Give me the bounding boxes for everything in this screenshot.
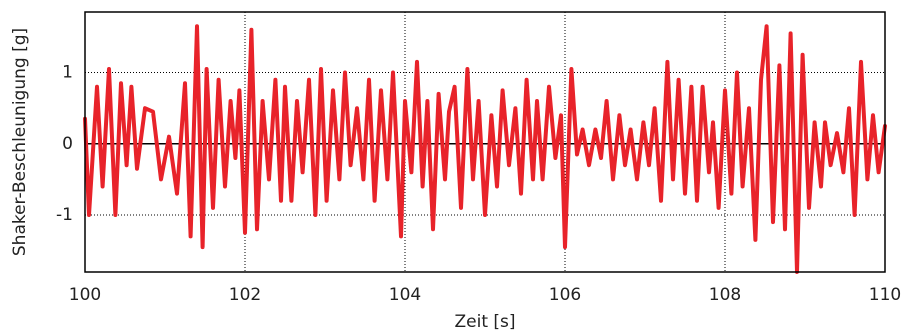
y-axis-label: Shaker-Beschleunigung [g] (10, 28, 30, 256)
x-tick-label: 102 (229, 285, 261, 305)
y-tick-label: 1 (62, 63, 73, 83)
x-tick-label: 106 (549, 285, 581, 305)
x-tick-label: 104 (389, 285, 421, 305)
x-tick-label: 100 (69, 285, 101, 305)
y-tick-label: -1 (56, 205, 73, 225)
line-series (83, 24, 887, 274)
x-axis-label: Zeit [s] (454, 312, 515, 332)
x-tick-label: 108 (709, 285, 741, 305)
x-tick-label: 110 (869, 285, 901, 305)
y-tick-label: 0 (62, 134, 73, 154)
plot-frame (84, 11, 886, 273)
